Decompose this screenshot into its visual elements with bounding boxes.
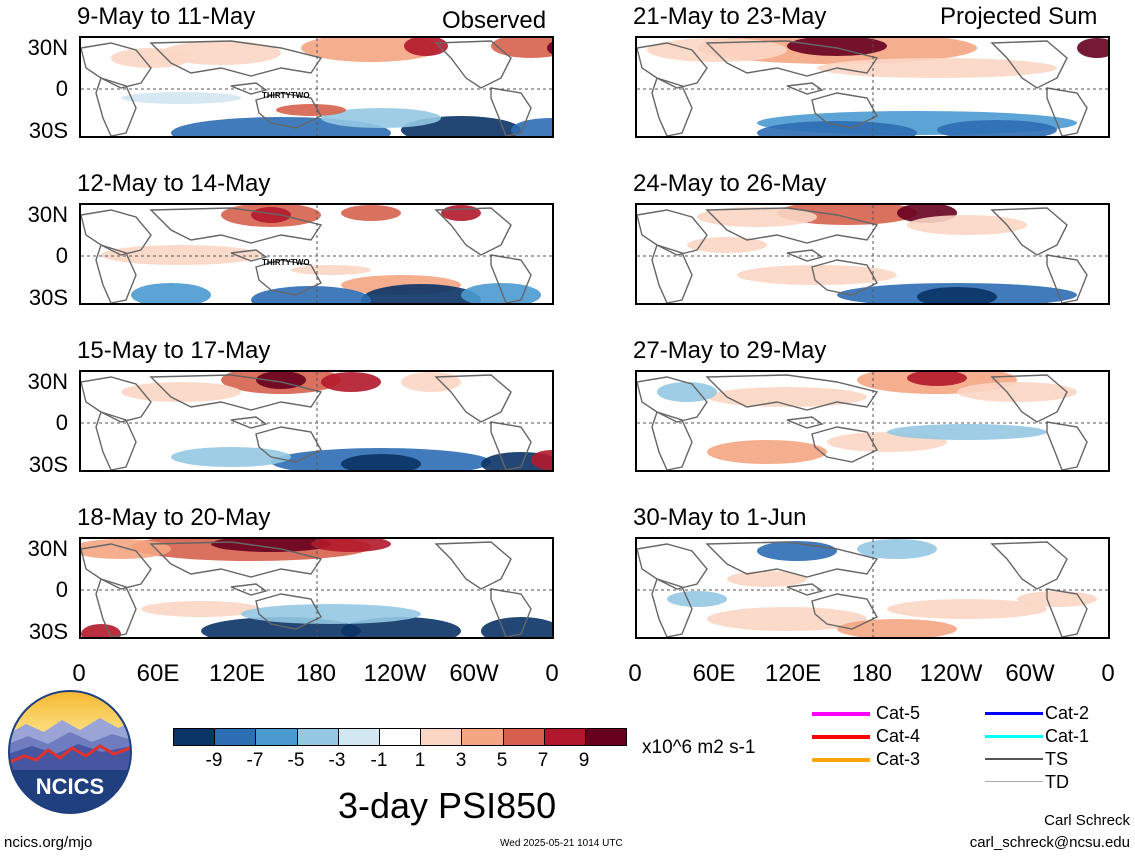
panel-title: 27-May to 29-May <box>633 337 827 364</box>
lat-label-30s: 30S <box>28 452 68 477</box>
legend-label: TD <box>1045 772 1069 792</box>
storm-label: THIRTYTWO <box>262 258 310 267</box>
lat-label-30n: 30N <box>27 202 68 227</box>
lat-label-30n: 30N <box>27 369 68 394</box>
footer-site: ncics.org/mjo <box>4 834 93 851</box>
panel-tag-observed: Observed <box>442 7 547 34</box>
lat-label-30n: 30N <box>27 35 68 60</box>
lat-label-30s: 30S <box>28 619 68 644</box>
colorbar-cell <box>543 728 586 746</box>
colorbar-tick: -3 <box>328 750 346 771</box>
colorbar-tick: -1 <box>370 750 388 771</box>
legend-label: Cat-4 <box>876 726 921 746</box>
map-panel <box>79 370 554 472</box>
colorbar-tick: 1 <box>414 750 426 771</box>
panel-title: 15-May to 17-May <box>77 337 271 364</box>
lon-label: 180 <box>851 660 893 687</box>
legend-swatch-cat1 <box>985 735 1043 738</box>
lon-label: 60E <box>692 660 736 687</box>
colorbar-cell <box>214 728 257 746</box>
lon-label: 60W <box>449 660 499 687</box>
colorbar-cell <box>296 728 339 746</box>
legend-label: Cat-1 <box>1045 726 1090 746</box>
main-title: 3-day PSI850 <box>338 785 557 826</box>
lon-label: 60E <box>136 660 180 687</box>
colorbar-tick: 7 <box>537 750 549 771</box>
logo-text: NCICS <box>36 774 104 799</box>
panel-title: 12-May to 14-May <box>77 170 271 197</box>
panel-tag-projected: Projected Sum <box>940 3 1098 30</box>
legend-swatch-cat5 <box>812 712 870 716</box>
colorbar-cell <box>585 728 628 746</box>
lat-label-0: 0 <box>55 76 68 101</box>
colorbar-cell <box>173 728 216 746</box>
colorbar-tick: -9 <box>205 750 223 771</box>
map-panel <box>635 203 1110 305</box>
colorbar-cell <box>502 728 545 746</box>
legend-swatch-ts <box>985 758 1043 760</box>
legend-swatch-cat3 <box>812 758 870 762</box>
lon-label: 0 <box>72 660 86 687</box>
map-panel <box>635 537 1110 639</box>
lon-label: 0 <box>545 660 559 687</box>
map-panel <box>79 36 554 138</box>
lon-label: 120W <box>919 660 983 687</box>
storm-label: THIRTYTWO <box>262 91 310 100</box>
colorbar-cell <box>420 728 463 746</box>
colorbar-tick: 5 <box>496 750 508 771</box>
colorbar-tick: -5 <box>287 750 305 771</box>
colorbar-tick: -7 <box>246 750 264 771</box>
colorbar-cell <box>255 728 298 746</box>
map-panel <box>635 370 1110 472</box>
lat-label-0: 0 <box>55 410 68 435</box>
map-panel <box>79 203 554 305</box>
colorbar-tick: 3 <box>455 750 467 771</box>
legend-swatch-cat4 <box>812 735 870 739</box>
panel-title: 18-May to 20-May <box>77 504 271 531</box>
lon-label: 180 <box>295 660 337 687</box>
panel-title: 21-May to 23-May <box>633 3 827 30</box>
colorbar-cell <box>461 728 504 746</box>
legend-label: Cat-5 <box>876 703 921 723</box>
footer-timestamp: Wed 2025-05-21 1014 UTC <box>500 838 623 849</box>
lon-label: 120E <box>764 660 822 687</box>
lon-label: 120E <box>208 660 266 687</box>
legend-label: Cat-2 <box>1045 703 1090 723</box>
panel-title: 24-May to 26-May <box>633 170 827 197</box>
panel-title: 9-May to 11-May <box>77 3 256 30</box>
footer-email: carl_schreck@ncsu.edu <box>969 834 1130 851</box>
lat-label-30n: 30N <box>27 536 68 561</box>
legend-label: TS <box>1045 749 1069 769</box>
map-panel <box>635 36 1110 138</box>
lon-label: 0 <box>1101 660 1115 687</box>
footer-author: Carl Schreck <box>1044 812 1130 829</box>
lon-label: 120W <box>363 660 427 687</box>
colorbar-cell <box>337 728 380 746</box>
lon-label: 0 <box>628 660 642 687</box>
map-panel <box>79 537 554 639</box>
legend-swatch-cat2 <box>985 712 1043 715</box>
ncics-logo: NCICS <box>8 690 132 814</box>
lon-label: 60W <box>1005 660 1055 687</box>
colorbar-tick: 9 <box>578 750 590 771</box>
lat-label-30s: 30S <box>28 118 68 143</box>
colorbar-cell <box>379 728 422 746</box>
lat-label-30s: 30S <box>28 285 68 310</box>
colorbar-units: x10^6 m2 s-1 <box>642 737 756 758</box>
lat-label-0: 0 <box>55 243 68 268</box>
legend-label: Cat-3 <box>876 749 921 769</box>
legend-swatch-td <box>985 781 1043 782</box>
panel-title: 30-May to 1-Jun <box>633 504 807 531</box>
lat-label-0: 0 <box>55 577 68 602</box>
